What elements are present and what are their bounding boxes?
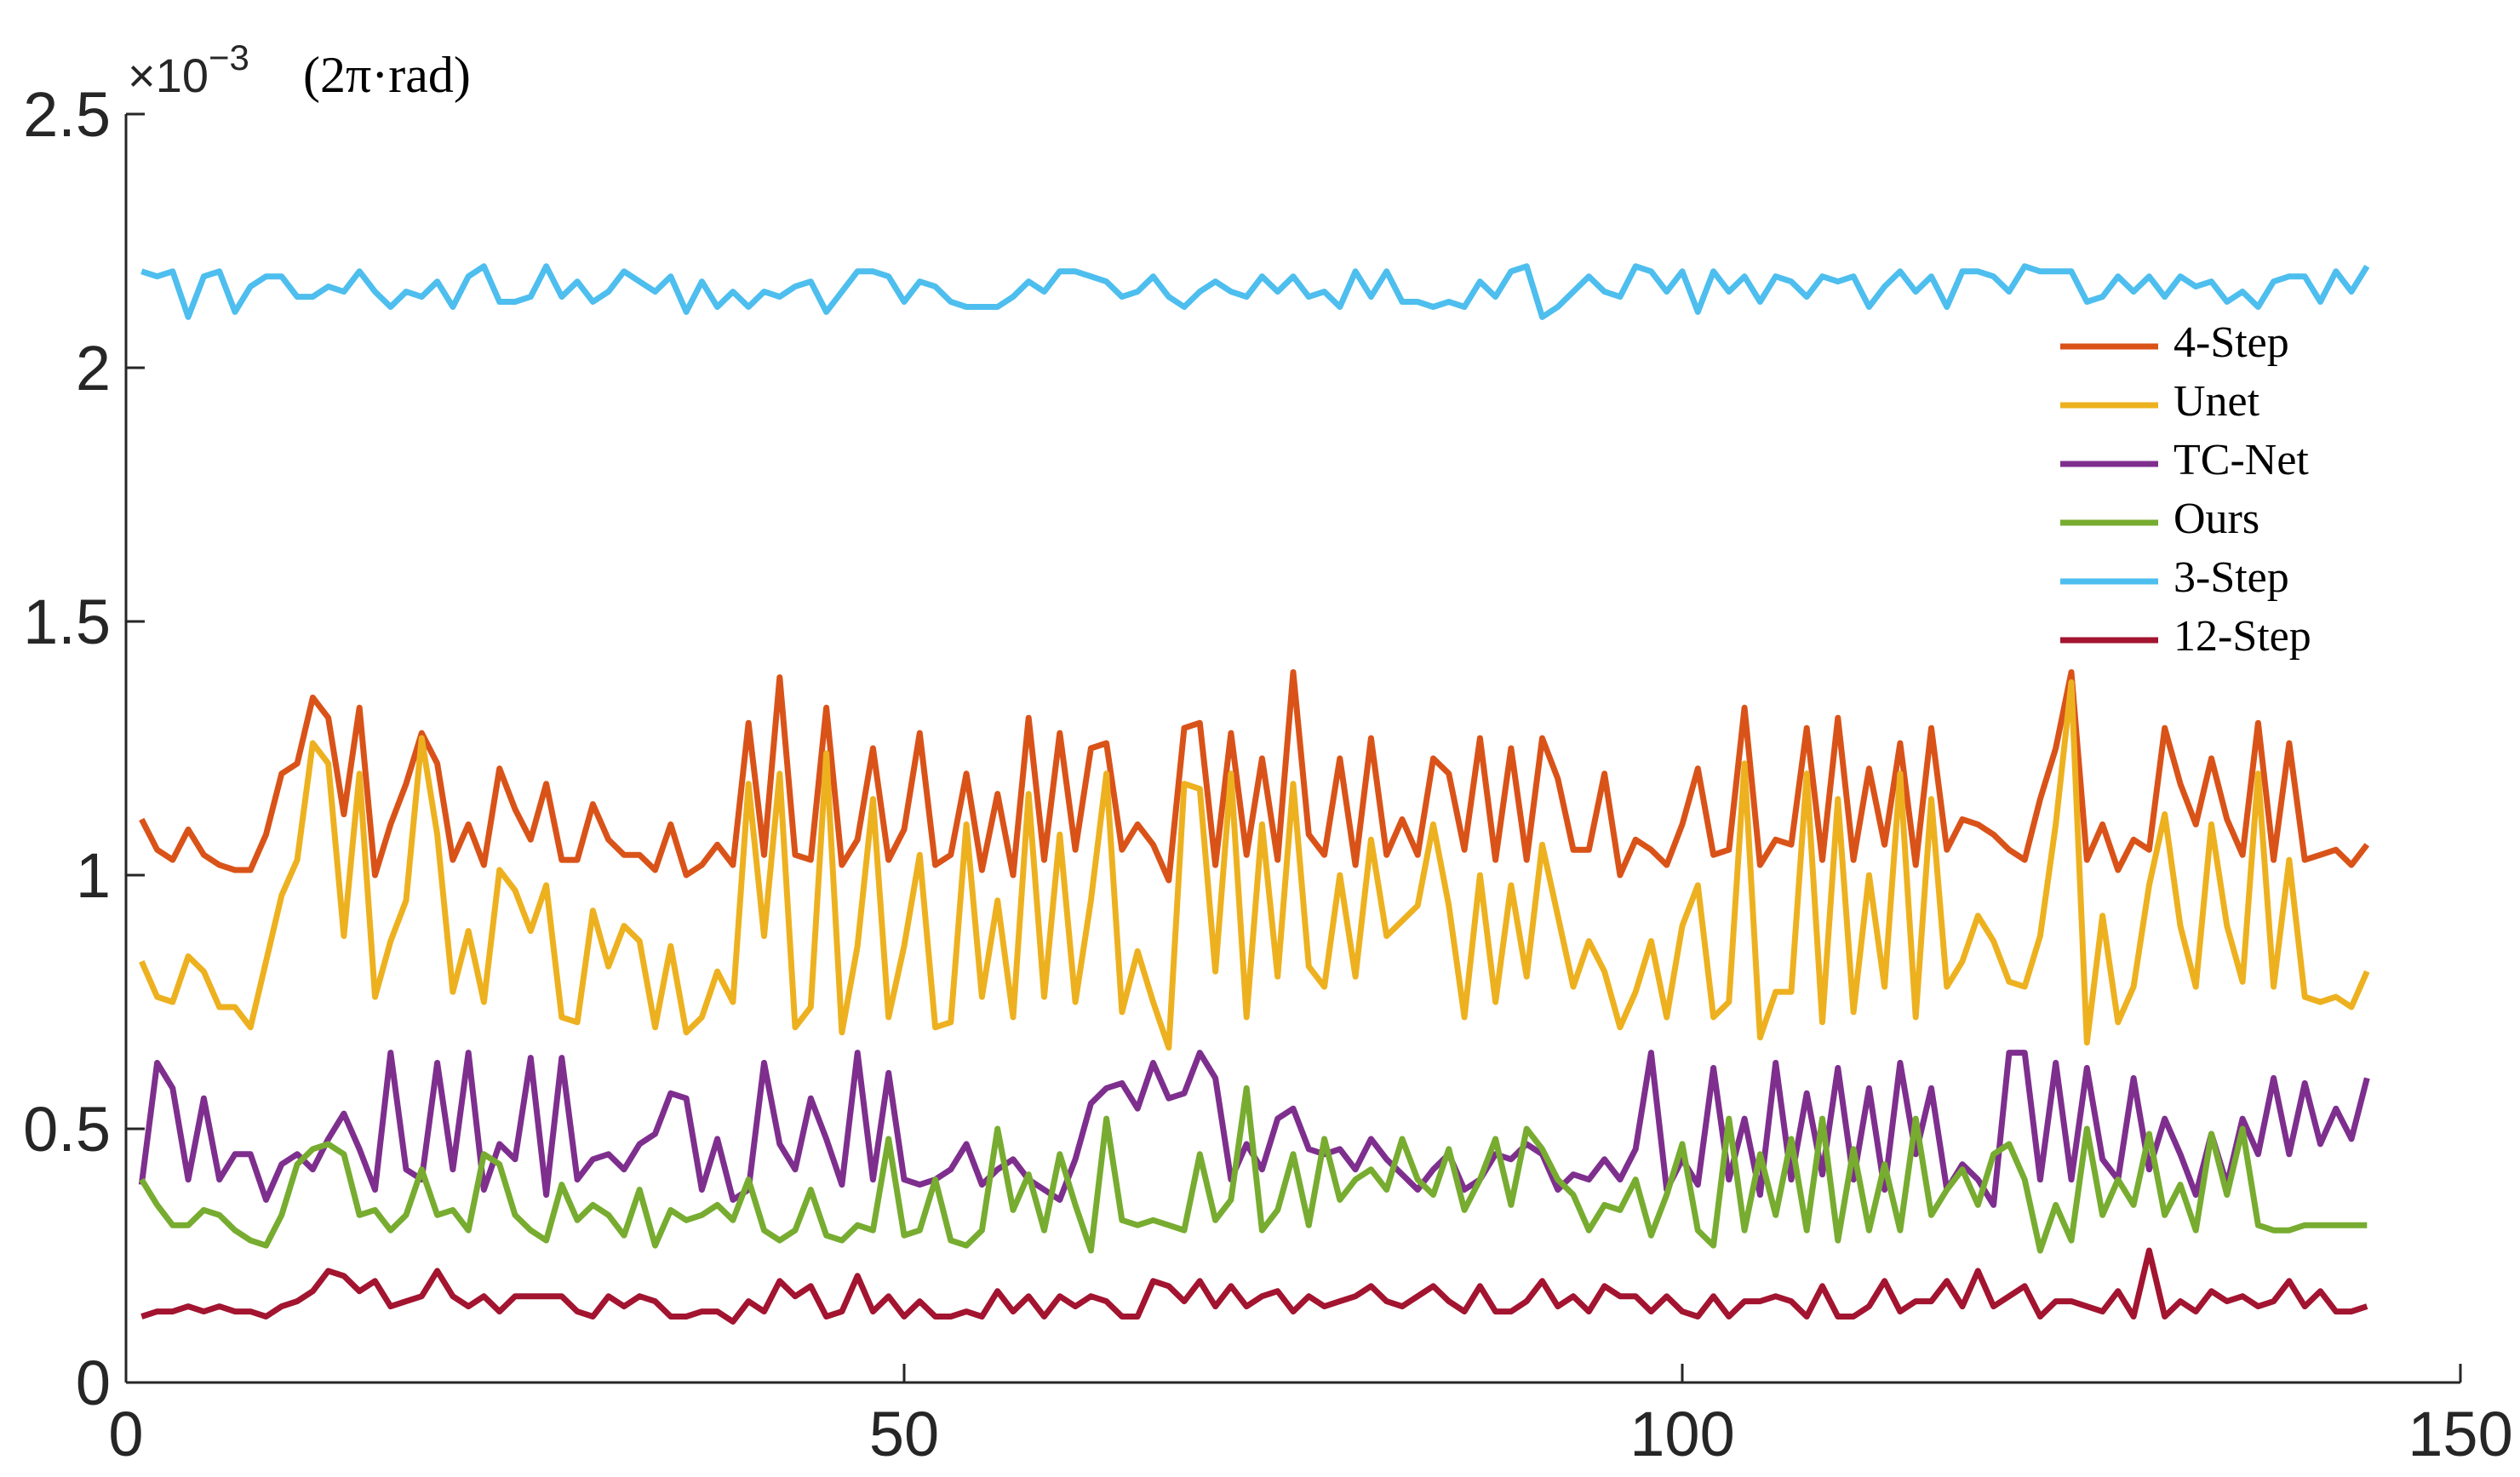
y-tick-label: 1 [76, 840, 111, 911]
series-line [140, 263, 2370, 320]
y-tick-label: 2.5 [23, 79, 111, 150]
series-line [140, 1247, 2368, 1325]
legend-label: Ours [2174, 495, 2259, 543]
x-tick-label: 100 [1629, 1399, 1734, 1469]
legend-label: TC-Net [2174, 436, 2309, 484]
legend: 4-Step Unet TC-Net Ours 3-Step 12-Step [2060, 318, 2311, 661]
legend-label: Unet [2174, 377, 2260, 426]
y-tick-label: 0.5 [23, 1094, 111, 1165]
legend-label: 4-Step [2174, 318, 2289, 367]
y-tick-label: 2 [76, 333, 111, 404]
axis-multiplier: ×10−3 [128, 37, 249, 102]
x-tick-label: 0 [108, 1399, 143, 1469]
y-unit: (2π·rad) [303, 47, 471, 103]
series-line [139, 669, 2370, 884]
x-tick-label: 150 [2408, 1399, 2512, 1469]
legend-label: 12-Step [2174, 612, 2311, 661]
multiplier-exponent: −3 [209, 37, 249, 77]
legend-label: 3-Step [2174, 553, 2289, 602]
x-tick-label: 50 [869, 1399, 939, 1469]
y-tick-label: 0 [76, 1348, 111, 1418]
multiplier-base: ×10 [128, 49, 209, 102]
series-line [139, 1085, 2368, 1254]
y-tick-label: 1.5 [23, 587, 111, 657]
series-line [139, 679, 2370, 1051]
